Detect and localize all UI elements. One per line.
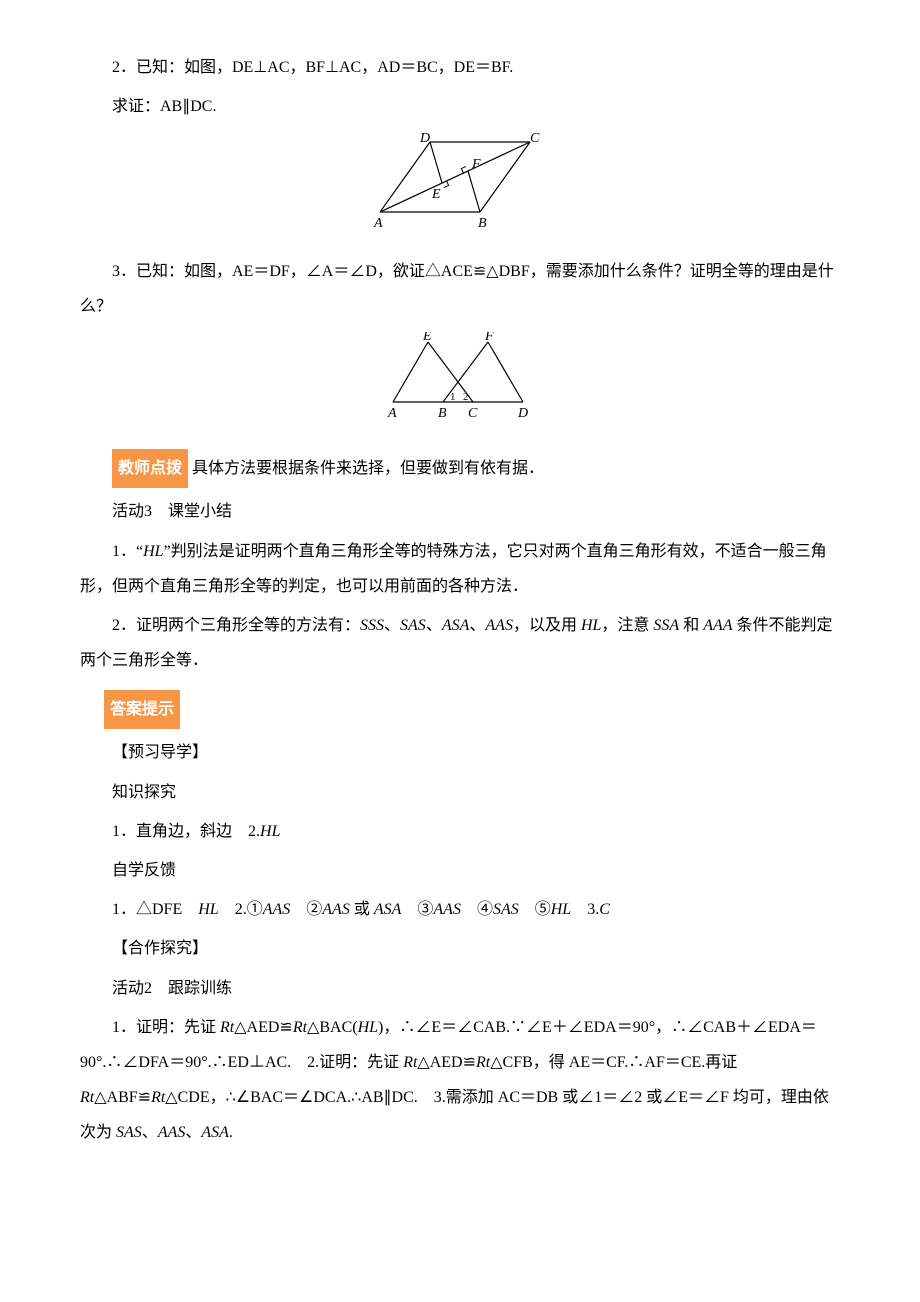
answers-zixue: 自学反馈 [80,853,840,888]
text: ，注意 [601,617,653,634]
problem-3-statement: 3．已知：如图，AE＝DF，∠A＝∠D，欲证△ACE≌△DBF，需要添加什么条件… [80,254,840,324]
svg-text:D: D [517,406,528,421]
text: 和 [679,617,703,634]
text: ② [290,901,322,918]
svg-text:1: 1 [450,391,456,403]
svg-text:F: F [471,157,481,172]
text: ③ [401,901,433,918]
sep: 、 [426,617,442,634]
text: 1．证明：先证 [112,1019,220,1036]
text: ”判别法是证明两个直角三角形全等的特殊方法，它只对两个直角三角形有效，不适合一般… [80,543,827,595]
figure-3-container: A B C D E F 12 [80,332,840,437]
activity3-item2: 2．证明两个三角形全等的方法有：SSS、SAS、ASA、AAS，以及用 HL，注… [80,608,840,678]
hl-italic: HL [260,823,280,840]
figure-2-container: A B C D E F [80,132,840,245]
answer-hint-row: 答案提示 [80,690,840,729]
text: 2．证明两个三角形全等的方法有： [112,617,360,634]
svg-text:E: E [422,332,432,344]
hl-italic: HL [358,1019,378,1036]
text: ④ [461,901,493,918]
answers-preview: 【预习导学】 [80,735,840,770]
text: ，以及用 [513,617,581,634]
rt-italic: Rt [293,1019,307,1036]
text: △BAC( [307,1019,358,1036]
svg-text:C: C [468,406,478,421]
problem-2-statement: 2．已知：如图，DE⊥AC，BF⊥AC，AD＝BC，DE＝BF. [80,50,840,85]
aas-italic: AAS [263,901,291,918]
rt-italic: Rt [403,1054,417,1071]
hl-italic: HL [143,543,163,560]
aas-italic: AAS [485,617,513,634]
answers-zhishi-a1: 1．直角边，斜边 2.HL [80,814,840,849]
svg-text:A: A [373,216,383,231]
activity3-item1: 1．“HL”判别法是证明两个直角三角形全等的特殊方法，它只对两个直角三角形有效，… [80,534,840,604]
rt-italic: Rt [476,1054,490,1071]
hl-italic: HL [198,901,218,918]
text: 3. [571,901,599,918]
sss-italic: SSS [360,617,384,634]
answers-zhishi: 知识探究 [80,775,840,810]
sep: 、 [185,1124,201,1141]
svg-text:B: B [438,406,447,421]
aas-italic: AAS [433,901,461,918]
sep: 、 [384,617,400,634]
svg-text:D: D [419,132,430,146]
text: 1．“ [112,543,143,560]
text: 或 [350,901,374,918]
aas-italic: AAS [158,1124,186,1141]
svg-text:F: F [484,332,494,344]
svg-text:C: C [530,132,540,146]
answers-activity2: 活动2 跟踪训练 [80,971,840,1006]
teacher-hint-line: 教师点拨 具体方法要根据条件来选择，但要做到有依有据． [80,449,840,488]
sep: 、 [142,1124,158,1141]
asa-italic: ASA [201,1124,229,1141]
text: △ABF≌ [94,1089,151,1106]
activity3-title: 活动3 课堂小结 [80,494,840,529]
problem-2-prove: 求证：AB∥DC. [80,89,840,124]
sas-italic: SAS [400,617,426,634]
answers-solutions: 1．证明：先证 Rt△AED≌Rt△BAC(HL)，∴∠E＝∠CAB.∵∠E＋∠… [80,1010,840,1151]
svg-text:2: 2 [463,391,469,403]
figure-3-svg: A B C D E F 12 [383,332,538,424]
answers-zixue-a1: 1．△DFE HL 2.①AAS ②AAS 或 ASA ③AAS ④SAS ⑤H… [80,892,840,927]
rt-italic: Rt [80,1089,94,1106]
teacher-hint-label: 教师点拨 [112,449,188,488]
aaa-italic: AAA [703,617,732,634]
text: △AED≌ [234,1019,293,1036]
figure-2-svg: A B C D E F [370,132,550,232]
svg-text:A: A [387,406,397,421]
answer-hint-label: 答案提示 [104,690,180,729]
aas-italic: AAS [322,901,350,918]
text: . [229,1124,233,1141]
sas-italic: SAS [116,1124,142,1141]
asa-italic: ASA [374,901,402,918]
text: 2.① [219,901,263,918]
hl-italic: HL [581,617,601,634]
text: △AED≌ [417,1054,476,1071]
rt-italic: Rt [151,1089,165,1106]
svg-text:E: E [431,187,441,202]
sas-italic: SAS [493,901,519,918]
text: △CFB，得 AE＝CF.∴AF＝CE.再证 [490,1054,737,1071]
rt-italic: Rt [220,1019,234,1036]
hl-italic: HL [551,901,571,918]
text: ⑤ [519,901,551,918]
ssa-italic: SSA [653,617,679,634]
sep: 、 [469,617,485,634]
svg-text:B: B [478,216,487,231]
answers-coop: 【合作探究】 [80,931,840,966]
asa-italic: ASA [442,617,470,634]
text: 1．直角边，斜边 2. [112,823,260,840]
c-italic: C [599,901,610,918]
text: 1．△DFE [112,901,198,918]
teacher-hint-text: 具体方法要根据条件来选择，但要做到有依有据． [192,460,544,477]
